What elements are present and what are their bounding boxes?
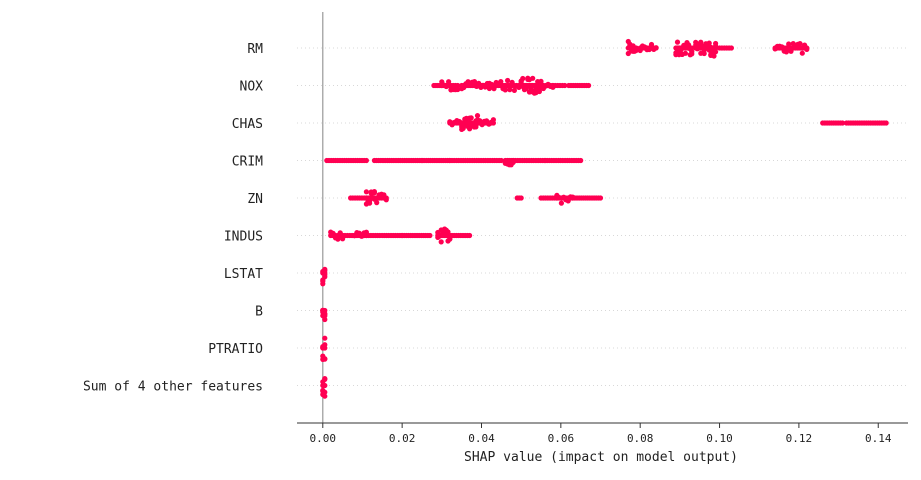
shap-point (682, 50, 689, 56)
x-axis: 0.00 0.02 0.04 0.06 0.08 0.10 0.12 0.14 (297, 422, 908, 445)
shap-point (322, 393, 328, 399)
shap-point (363, 157, 369, 164)
shap-point (322, 382, 328, 389)
shap-point (689, 45, 695, 51)
shap-point (322, 268, 328, 274)
shap-point (797, 41, 803, 47)
shap-point (498, 157, 504, 164)
shap-point (706, 40, 712, 46)
shap-point (883, 120, 889, 126)
feature-labels: RM NOX CHAS CRIM ZN INDUS LSTAT B PTRATIO Sum of … (83, 42, 263, 395)
shap-point (468, 115, 474, 121)
shap-point (597, 195, 604, 201)
shap-point (799, 50, 805, 56)
x-tick-label: 0.06 (548, 432, 575, 445)
shap-point (689, 51, 695, 57)
shap-point (530, 75, 536, 81)
shap-point (322, 272, 328, 278)
shap-point (507, 87, 513, 93)
shap-point (520, 75, 526, 82)
x-tick-label: 0.04 (468, 432, 495, 445)
feature-label: CHAS (232, 117, 263, 132)
shap-point (578, 157, 584, 164)
shap-point (783, 49, 790, 55)
shap-point (502, 87, 508, 93)
shap-point (467, 232, 473, 239)
shap-point (674, 39, 681, 45)
feature-label: ZN (247, 192, 263, 207)
shap-point (374, 200, 380, 206)
feature-label: PTRATIO (208, 342, 263, 357)
shap-point (511, 87, 517, 93)
shap-point (490, 117, 496, 123)
shap-point (713, 49, 719, 55)
shap-point (322, 316, 328, 323)
shap-point (633, 47, 639, 53)
feature-label: B (255, 305, 263, 320)
x-tick-label: 0.08 (627, 432, 654, 445)
feature-label: Sum of 4 other features (83, 380, 263, 395)
shap-point (839, 120, 846, 126)
x-tick-label: 0.14 (865, 432, 892, 445)
shap-point (498, 79, 504, 85)
shap-point (322, 389, 328, 395)
x-tick-label: 0.10 (706, 432, 733, 445)
shap-point (427, 232, 433, 239)
shap-point (586, 82, 592, 89)
shap-point (322, 342, 328, 348)
shap-point (558, 200, 565, 206)
feature-gridlines (297, 47, 908, 386)
shap-point (322, 356, 328, 362)
shap-point (474, 113, 481, 119)
shap-point (455, 86, 461, 93)
shap-point (536, 88, 543, 95)
shap-point (363, 189, 369, 195)
shap-point (728, 45, 735, 51)
shap-point (320, 281, 326, 287)
shap-point (701, 50, 707, 57)
shap-point (383, 197, 389, 203)
shap-point (322, 335, 328, 341)
feature-label: CRIM (232, 155, 263, 170)
shap-point (438, 239, 444, 245)
shap-point (713, 40, 719, 47)
x-tick-label: 0.00 (310, 432, 337, 445)
shap-point (562, 82, 568, 89)
shap-point (446, 79, 452, 85)
shap-point (367, 200, 373, 206)
shap-point (653, 45, 659, 51)
x-tick-label: 0.12 (786, 432, 813, 445)
feature-label: RM (247, 42, 263, 57)
x-axis-label: SHAP value (impact on model output) (464, 450, 738, 465)
shap-point (505, 77, 511, 84)
feature-label: NOX (240, 80, 264, 95)
shap-point (322, 313, 328, 319)
shap-point (322, 376, 328, 382)
feature-label: LSTAT (224, 267, 263, 282)
shap-point (518, 195, 524, 201)
shap-points (320, 38, 889, 399)
feature-label: INDUS (224, 230, 263, 245)
shap-point (371, 189, 377, 195)
shap-point (786, 41, 792, 47)
shap-point (804, 46, 810, 53)
shap-point (711, 53, 717, 59)
shap-point (471, 79, 478, 85)
x-tick-label: 0.02 (389, 432, 416, 445)
shap-point (455, 82, 461, 89)
